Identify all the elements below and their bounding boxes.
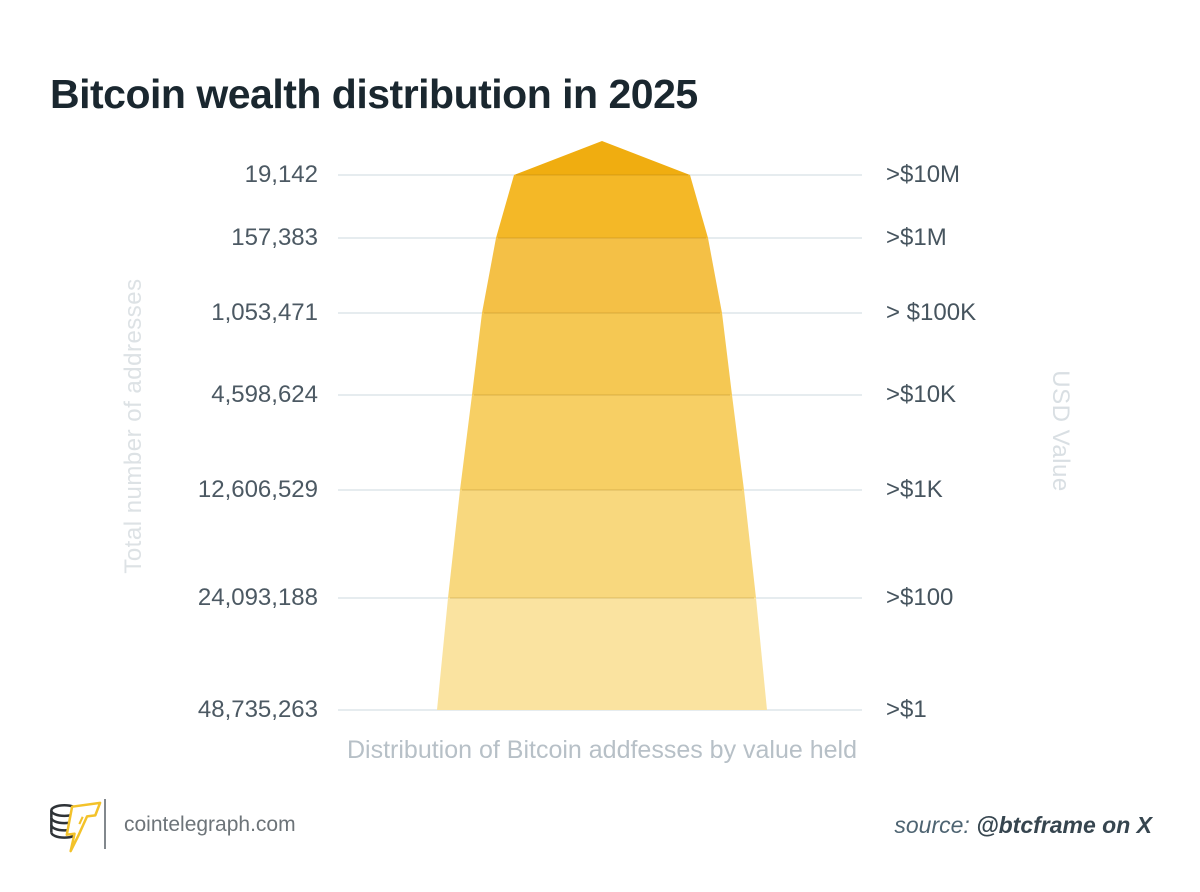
source-credit: source: @btcframe on X	[894, 812, 1152, 839]
footer: cointelegraph.com source: @btcframe on X	[0, 796, 1200, 860]
source-handle: @btcframe on X	[976, 812, 1152, 838]
address-count-label: 1,053,471	[211, 299, 318, 326]
address-count-label: 24,093,188	[197, 584, 318, 611]
address-count-label: 48,735,263	[197, 696, 318, 723]
source-prefix: source:	[894, 812, 970, 838]
usd-threshold-label: >$1K	[886, 476, 943, 503]
usd-threshold-label: >$10M	[886, 161, 961, 188]
address-count-label: 12,606,529	[197, 476, 318, 503]
address-count-label: 19,142	[244, 161, 318, 188]
usd-threshold-label: >$10K	[886, 381, 957, 408]
footer-divider	[104, 799, 106, 849]
page-title: Bitcoin wealth distribution in 2025	[50, 71, 698, 118]
chart-caption: Distribution of Bitcoin addfesses by val…	[346, 736, 857, 764]
address-count-label: 4,598,624	[211, 381, 318, 408]
footer-site-url: cointelegraph.com	[124, 813, 296, 836]
y-axis-title-left: Total number of addresses	[120, 278, 147, 574]
usd-threshold-label: > $100K	[886, 299, 977, 326]
cointelegraph-logo-icon	[50, 801, 102, 853]
usd-threshold-label: >$1	[886, 696, 927, 723]
usd-threshold-label: >$100	[886, 584, 954, 611]
funnel-shape	[437, 141, 767, 710]
y-axis-title-right: USD Value	[1047, 370, 1074, 492]
usd-threshold-label: >$1M	[886, 224, 947, 251]
address-count-label: 157,383	[231, 224, 318, 251]
